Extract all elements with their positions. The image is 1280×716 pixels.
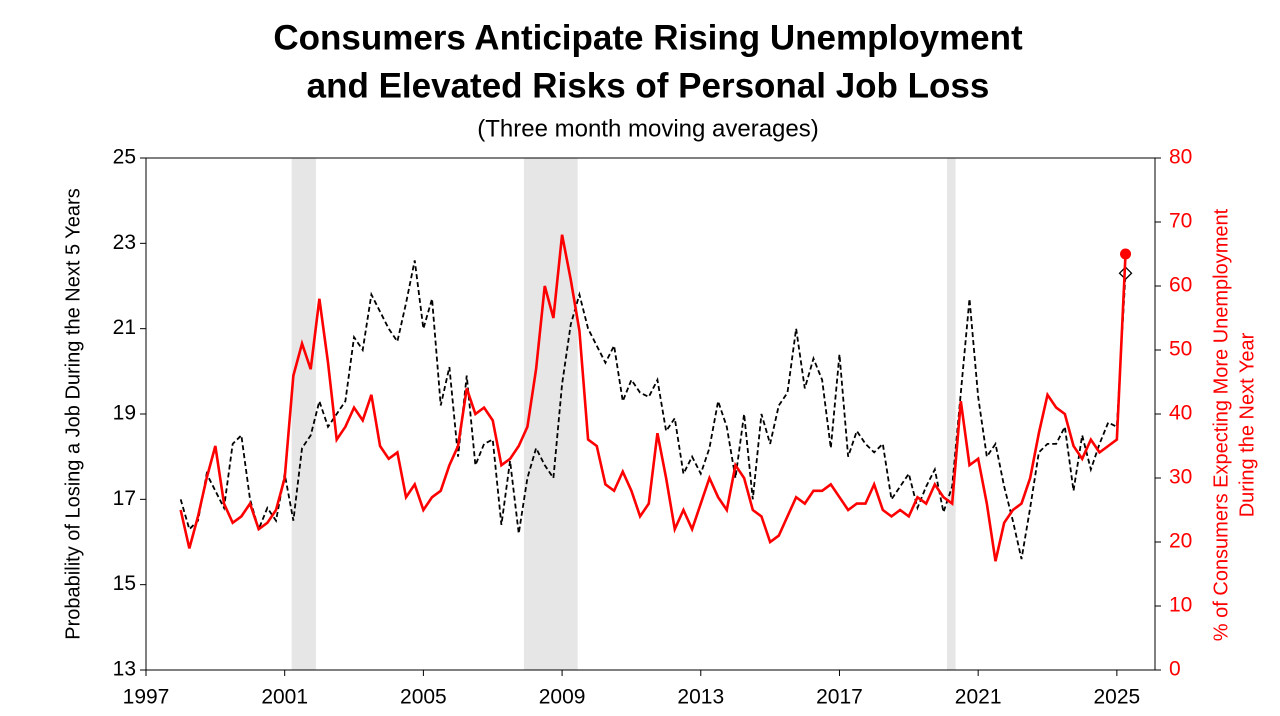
x-tick-label: 2021 bbox=[955, 686, 1002, 709]
x-tick-label: 2013 bbox=[677, 686, 724, 709]
y2-tick-label: 30 bbox=[1169, 466, 1192, 489]
y-tick-label: 17 bbox=[113, 487, 136, 510]
x-tick-label: 2009 bbox=[539, 686, 586, 709]
series-line bbox=[179, 260, 1127, 560]
chart-title: Consumers Anticipate Rising Unemployment bbox=[273, 18, 1023, 57]
y-tick-label: 15 bbox=[113, 572, 136, 595]
y2-tick-label: 0 bbox=[1169, 658, 1181, 681]
y-tick-label: 23 bbox=[113, 231, 136, 254]
chart-title: and Elevated Risks of Personal Job Loss bbox=[307, 66, 990, 105]
y-axis-label: Probability of Losing a Job During the N… bbox=[62, 188, 84, 639]
recession-shade bbox=[946, 158, 956, 670]
series-line bbox=[179, 234, 1127, 562]
chart-subtitle: (Three month moving averages) bbox=[477, 115, 818, 142]
end-marker bbox=[1120, 248, 1132, 260]
recession-shade bbox=[523, 158, 578, 670]
y-tick-label: 21 bbox=[113, 316, 136, 339]
y2-axis-label: During the Next Year bbox=[1236, 332, 1258, 517]
x-tick-label: 2001 bbox=[261, 686, 308, 709]
x-tick-label: 2017 bbox=[816, 686, 863, 709]
y2-tick-label: 50 bbox=[1169, 338, 1192, 361]
x-tick-label: 2025 bbox=[1093, 686, 1140, 709]
recession-shade bbox=[291, 158, 316, 670]
y2-tick-label: 20 bbox=[1169, 530, 1192, 553]
x-tick-label: 2005 bbox=[400, 686, 447, 709]
y-tick-label: 25 bbox=[113, 146, 136, 169]
x-tick-label: 1997 bbox=[123, 686, 170, 709]
y2-tick-label: 60 bbox=[1169, 274, 1192, 297]
y2-tick-label: 10 bbox=[1169, 594, 1192, 617]
y-tick-label: 13 bbox=[113, 658, 136, 681]
y2-tick-label: 40 bbox=[1169, 402, 1192, 425]
y2-axis-label: % of Consumers Expecting More Unemployme… bbox=[1210, 208, 1232, 641]
y2-tick-label: 70 bbox=[1169, 210, 1192, 233]
y-tick-label: 19 bbox=[113, 402, 136, 425]
y2-tick-label: 80 bbox=[1169, 146, 1192, 169]
